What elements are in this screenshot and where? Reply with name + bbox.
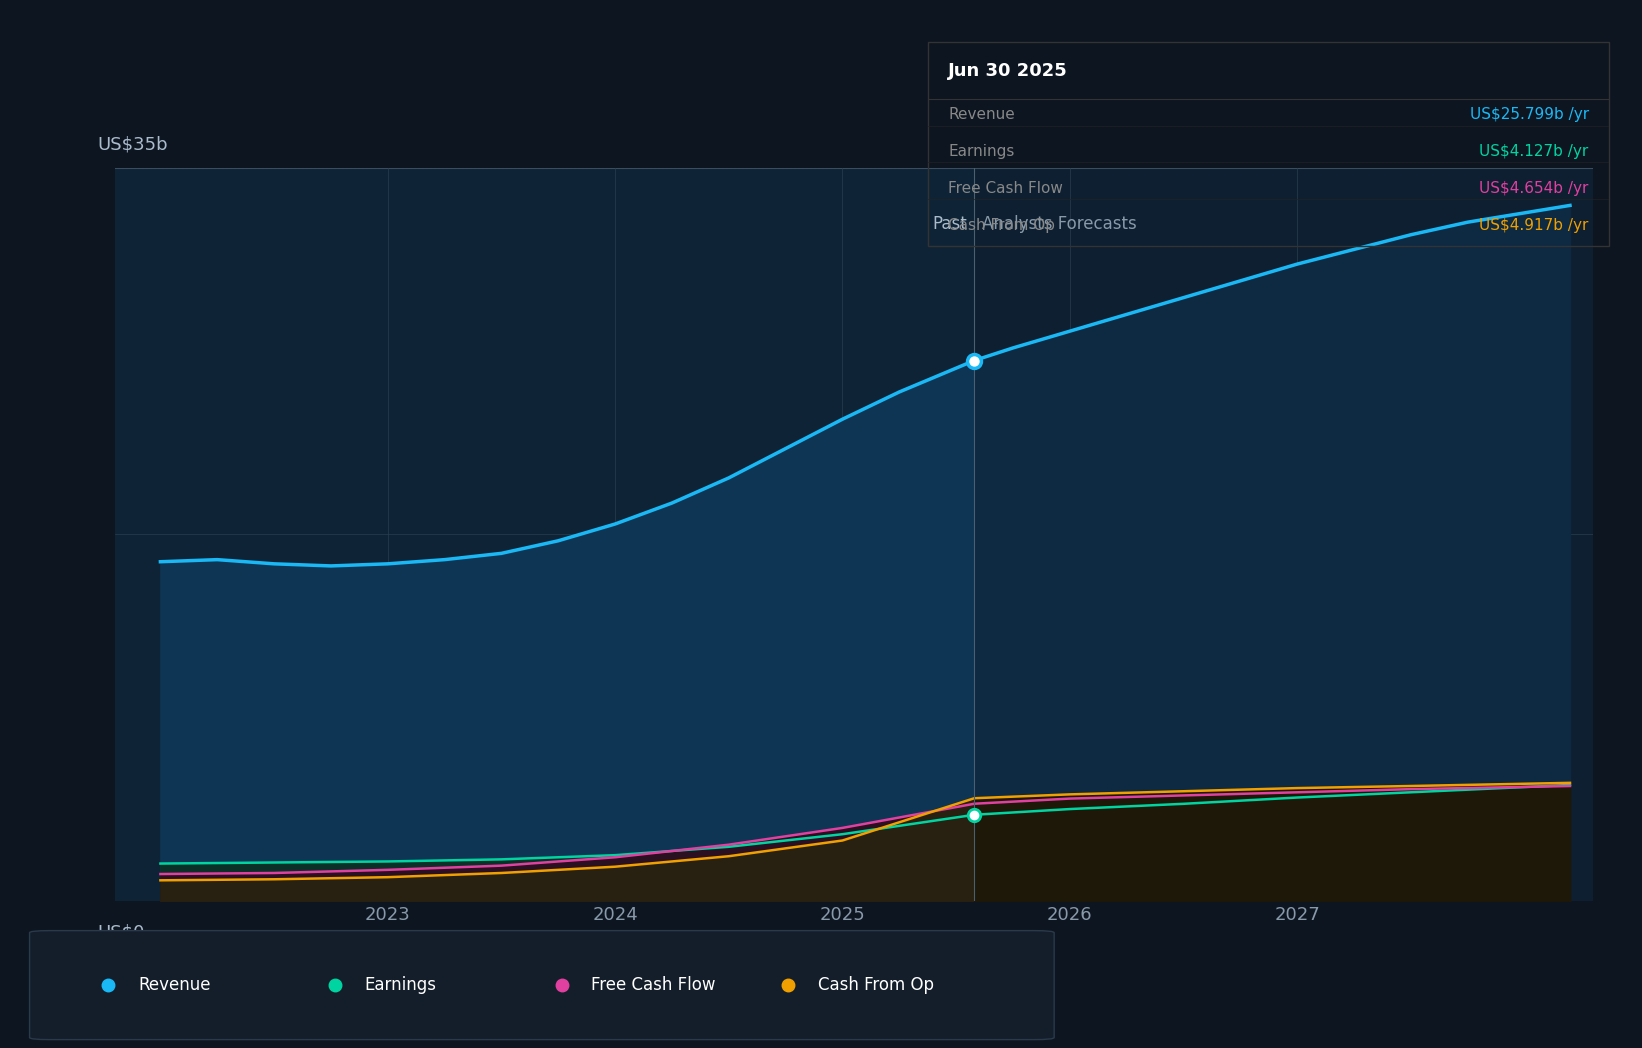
Text: Past: Past (933, 216, 967, 234)
Text: Cash From Op: Cash From Op (818, 976, 934, 995)
Text: US$4.127b /yr: US$4.127b /yr (1479, 145, 1589, 159)
Text: US$25.799b /yr: US$25.799b /yr (1470, 107, 1589, 123)
Text: Earnings: Earnings (365, 976, 437, 995)
Text: Earnings: Earnings (947, 145, 1015, 159)
Text: US$0: US$0 (97, 923, 144, 941)
Text: Cash From Op: Cash From Op (947, 218, 1056, 233)
Text: US$35b: US$35b (97, 135, 167, 153)
Text: Free Cash Flow: Free Cash Flow (947, 181, 1062, 196)
Text: Revenue: Revenue (138, 976, 210, 995)
FancyBboxPatch shape (30, 931, 1054, 1040)
Text: US$4.917b /yr: US$4.917b /yr (1479, 218, 1589, 233)
Text: Jun 30 2025: Jun 30 2025 (947, 63, 1067, 81)
Bar (974, 168, 1593, 901)
Text: Revenue: Revenue (947, 107, 1015, 123)
Text: Analysts Forecasts: Analysts Forecasts (982, 216, 1136, 234)
Text: US$4.654b /yr: US$4.654b /yr (1479, 181, 1589, 196)
Text: Free Cash Flow: Free Cash Flow (591, 976, 716, 995)
